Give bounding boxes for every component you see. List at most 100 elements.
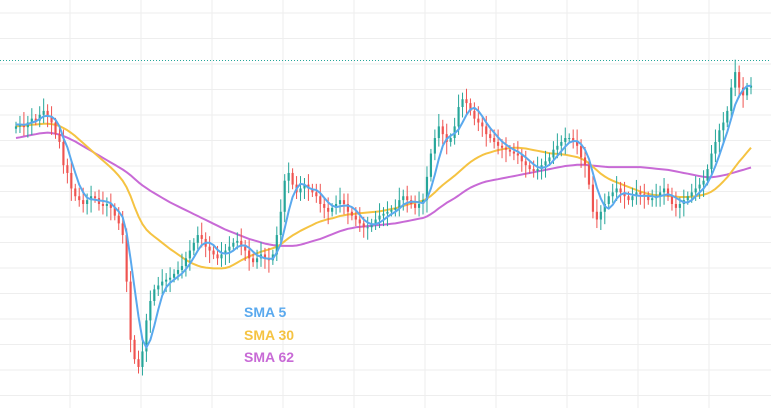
candle-body xyxy=(619,188,622,193)
candle-body xyxy=(710,153,713,170)
candle-body xyxy=(74,188,77,197)
candle-body xyxy=(591,184,595,212)
legend-sma5: SMA 5 xyxy=(244,304,287,320)
candle-body xyxy=(350,211,353,216)
candle-body xyxy=(690,192,693,197)
candle-body xyxy=(429,153,433,177)
candle-body xyxy=(544,161,547,166)
candle-body xyxy=(556,145,559,150)
candle-body xyxy=(528,165,531,170)
candle-body xyxy=(564,138,567,142)
candle-body xyxy=(489,134,492,139)
candle-body xyxy=(603,204,606,212)
candle-body xyxy=(378,215,381,220)
candle-body xyxy=(133,339,136,360)
candle-body xyxy=(579,145,583,158)
candle-body xyxy=(485,126,488,135)
candle-body xyxy=(611,192,614,197)
candle-body xyxy=(46,110,49,117)
candle-body xyxy=(477,118,480,123)
candle-body xyxy=(568,138,571,140)
candle-body xyxy=(639,192,642,195)
candle-body xyxy=(93,196,97,199)
candle-body xyxy=(216,254,219,259)
candle-body xyxy=(82,200,85,204)
candle-body xyxy=(745,87,749,96)
candle-body xyxy=(169,277,172,280)
candle-body xyxy=(62,141,65,166)
candle-body xyxy=(734,72,737,88)
sma5-line xyxy=(16,84,752,349)
candle-body xyxy=(666,188,670,197)
candle-body xyxy=(180,266,184,270)
candle-body xyxy=(587,165,591,185)
candle-body xyxy=(196,235,199,243)
candle-body xyxy=(354,215,357,220)
candle-body xyxy=(599,211,602,220)
candle-body xyxy=(101,204,105,206)
candle-body xyxy=(22,124,25,128)
candle-body xyxy=(473,110,476,119)
candle-body xyxy=(583,157,587,166)
candle-body xyxy=(338,200,342,204)
candle-body xyxy=(121,223,124,236)
candle-body xyxy=(248,250,251,259)
candle-body xyxy=(576,141,579,146)
candle-body xyxy=(14,126,18,129)
candle-body xyxy=(552,149,555,158)
candle-body xyxy=(394,207,397,210)
candle-body xyxy=(461,99,464,107)
candle-body xyxy=(702,180,705,185)
candle-body xyxy=(153,289,156,301)
candle-body xyxy=(346,204,350,212)
candle-body xyxy=(595,211,598,220)
candle-body xyxy=(425,176,429,201)
candle-body xyxy=(572,138,575,142)
candle-body xyxy=(232,242,235,247)
candle-body xyxy=(331,207,334,212)
candle-body xyxy=(192,242,195,251)
candle-body xyxy=(402,196,405,201)
candle-body xyxy=(240,240,243,247)
sma5-series xyxy=(16,84,752,349)
candle-body xyxy=(631,196,634,201)
candle-body xyxy=(374,219,377,224)
candle-body xyxy=(623,192,626,197)
candle-body xyxy=(188,250,191,259)
candle-body xyxy=(212,250,215,255)
chart-legend: SMA 5 SMA 30 SMA 62 xyxy=(244,301,294,369)
candle-body xyxy=(718,130,721,142)
candle-body xyxy=(398,200,401,208)
candle-body xyxy=(70,172,73,189)
candle-body xyxy=(145,320,148,352)
candlestick-series xyxy=(14,59,753,376)
candle-body xyxy=(437,126,440,139)
candle-body xyxy=(78,196,81,201)
candle-body xyxy=(327,207,330,212)
candle-body xyxy=(508,149,512,152)
candle-body xyxy=(291,172,294,185)
candle-body xyxy=(220,254,223,259)
candle-body xyxy=(390,209,393,212)
candle-body xyxy=(659,192,662,197)
candle-body xyxy=(493,138,496,142)
candle-body xyxy=(548,157,551,162)
candle-body xyxy=(615,188,618,193)
candle-body xyxy=(738,72,741,88)
candle-body xyxy=(244,246,247,251)
candle-body xyxy=(149,301,152,321)
candle-body xyxy=(319,196,322,204)
candle-body xyxy=(627,196,630,201)
candle-body xyxy=(469,103,472,111)
candle-body xyxy=(311,188,314,193)
candle-body xyxy=(113,207,116,216)
candle-body xyxy=(54,122,57,135)
candle-body xyxy=(303,184,306,189)
candle-body xyxy=(674,204,678,208)
candle-body xyxy=(358,219,361,224)
candle-body xyxy=(370,223,373,228)
candle-body xyxy=(117,215,120,224)
candle-body xyxy=(706,169,709,181)
